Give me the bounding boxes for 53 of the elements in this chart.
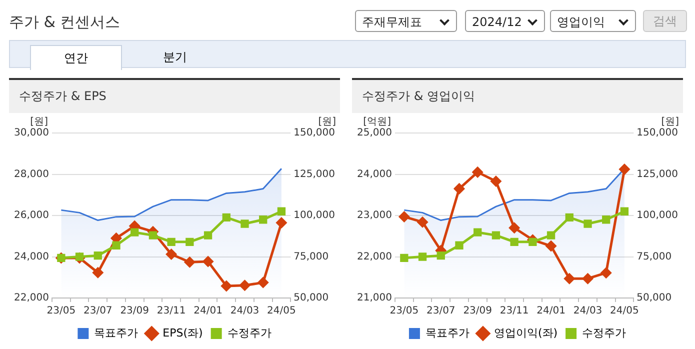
y-tick-label: 21,000 [356, 292, 392, 304]
y2-tick-label: 75,000 [294, 251, 329, 262]
y2-tick-label: 50,000 [294, 292, 329, 304]
x-tick-label: 23/07 [83, 306, 112, 317]
y2-tick-label: 125,000 [294, 168, 336, 180]
y2-tick-label: 150,000 [636, 128, 678, 139]
x-tick-label: 23/09 [120, 306, 150, 317]
y-axis-title: [원] [30, 116, 48, 128]
text: 검색 [643, 10, 687, 32]
x-tick-label: 23/11 [500, 306, 529, 317]
y2-axis-title: [원] [661, 116, 680, 128]
chart-title: 수정주가 & EPS [9, 80, 340, 113]
legend-label: 목표주가 [425, 326, 470, 340]
x-tick-label: 24/03 [230, 306, 260, 317]
y-axis-title: [억원] [363, 116, 392, 128]
y-tick-label: 26,000 [14, 210, 49, 222]
y2-tick-label: 150,000 [294, 128, 336, 139]
legend-label: 수정주가 [582, 326, 626, 340]
x-tick-label: 24/01 [536, 306, 566, 317]
x-tick-label: 23/11 [156, 306, 186, 317]
y2-tick-label: 100,000 [636, 210, 678, 222]
y-tick-label: 23,000 [356, 210, 392, 222]
y-tick-label: 22,000 [14, 292, 49, 304]
text: 분기 [162, 49, 188, 66]
x-tick-label: 24/01 [194, 306, 222, 317]
legend-label: EPS(좌) [162, 326, 203, 340]
y-tick-label: 22,000 [356, 251, 392, 262]
x-tick-label: 23/05 [46, 306, 76, 317]
x-tick-label: 23/05 [390, 306, 419, 317]
y2-axis-title: [원] [318, 116, 336, 128]
y2-tick-label: 75,000 [636, 251, 672, 262]
y2-tick-label: 100,000 [294, 210, 336, 222]
y-tick-label: 24,000 [356, 168, 392, 180]
x-tick-label: 23/07 [426, 306, 456, 317]
x-tick-label: 24/05 [610, 306, 639, 317]
text: 주가 & 컨센서스 [9, 13, 120, 32]
y-tick-label: 30,000 [14, 128, 49, 139]
x-tick-label: 24/05 [267, 306, 296, 317]
text: 2024/12 [465, 10, 545, 32]
y-tick-label: 25,000 [356, 128, 392, 139]
y-tick-label: 24,000 [14, 251, 49, 262]
text: 주재무제표 [355, 10, 457, 32]
y2-tick-label: 125,000 [636, 168, 678, 180]
legend-label: 수정주가 [227, 326, 272, 340]
legend-label: 목표주가 [94, 326, 138, 340]
text: 영업이익 [550, 10, 636, 32]
x-tick-label: 23/09 [463, 306, 492, 317]
text: 연간 [30, 45, 122, 70]
y-tick-label: 28,000 [14, 168, 49, 180]
y2-tick-label: 50,000 [636, 292, 672, 304]
legend-label: 영업이익(좌) [494, 326, 558, 340]
x-tick-label: 24/03 [573, 306, 602, 317]
chart-title: 수정주가 & 영업이익 [352, 80, 683, 113]
